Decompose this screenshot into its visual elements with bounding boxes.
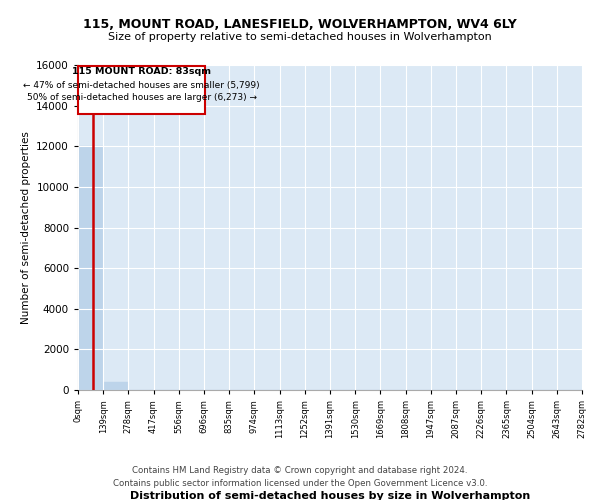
Text: 50% of semi-detached houses are larger (6,273) →: 50% of semi-detached houses are larger (… — [26, 92, 257, 102]
Bar — [79, 66, 205, 114]
Bar — [78, 146, 103, 390]
Text: 115 MOUNT ROAD: 83sqm: 115 MOUNT ROAD: 83sqm — [72, 68, 211, 76]
Y-axis label: Number of semi-detached properties: Number of semi-detached properties — [20, 131, 31, 324]
Text: 115, MOUNT ROAD, LANESFIELD, WOLVERHAMPTON, WV4 6LY: 115, MOUNT ROAD, LANESFIELD, WOLVERHAMPT… — [83, 18, 517, 30]
Text: Size of property relative to semi-detached houses in Wolverhampton: Size of property relative to semi-detach… — [108, 32, 492, 42]
Text: ← 47% of semi-detached houses are smaller (5,799): ← 47% of semi-detached houses are smalle… — [23, 80, 260, 90]
X-axis label: Distribution of semi-detached houses by size in Wolverhampton: Distribution of semi-detached houses by … — [130, 491, 530, 500]
Bar — [103, 382, 128, 390]
Text: Contains HM Land Registry data © Crown copyright and database right 2024.
Contai: Contains HM Land Registry data © Crown c… — [113, 466, 487, 487]
